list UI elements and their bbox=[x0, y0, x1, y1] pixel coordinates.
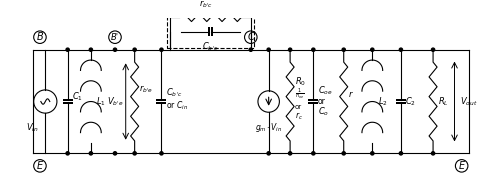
Text: B: B bbox=[37, 32, 43, 42]
Text: $C_o$: $C_o$ bbox=[318, 106, 329, 119]
Text: $r_c$: $r_c$ bbox=[294, 111, 302, 122]
Text: $V_{b'e}$: $V_{b'e}$ bbox=[107, 95, 123, 108]
Text: or $C_{in}$: or $C_{in}$ bbox=[166, 100, 188, 112]
Circle shape bbox=[399, 48, 403, 51]
Text: $C_{b'c}$: $C_{b'c}$ bbox=[166, 86, 182, 99]
Circle shape bbox=[342, 152, 345, 155]
Circle shape bbox=[113, 48, 116, 51]
Text: $V_{out}$: $V_{out}$ bbox=[460, 95, 477, 108]
Text: $C_1$: $C_1$ bbox=[72, 91, 83, 103]
Text: $C_2$: $C_2$ bbox=[405, 95, 416, 108]
Circle shape bbox=[89, 48, 92, 51]
Text: E: E bbox=[459, 161, 465, 171]
Circle shape bbox=[288, 48, 292, 51]
Circle shape bbox=[160, 48, 163, 51]
Text: $C_{oe}$: $C_{oe}$ bbox=[318, 85, 333, 97]
Circle shape bbox=[399, 152, 403, 155]
Text: $C_{b'c}$: $C_{b'c}$ bbox=[202, 41, 219, 53]
Text: E: E bbox=[37, 161, 43, 171]
Text: $L_2$: $L_2$ bbox=[377, 95, 388, 108]
Circle shape bbox=[312, 48, 315, 51]
Circle shape bbox=[267, 152, 270, 155]
Text: $V_{in}$: $V_{in}$ bbox=[26, 121, 39, 134]
Text: $g_m \cdot V_{in}$: $g_m \cdot V_{in}$ bbox=[255, 121, 282, 134]
Circle shape bbox=[371, 152, 374, 155]
Circle shape bbox=[66, 152, 69, 155]
Circle shape bbox=[133, 48, 136, 51]
Text: $\frac{1}{h_{oe}}$: $\frac{1}{h_{oe}}$ bbox=[294, 87, 304, 102]
Text: $R_L$: $R_L$ bbox=[437, 95, 448, 108]
Bar bbox=[167, 10, 255, 48]
Circle shape bbox=[133, 152, 136, 155]
Text: B': B' bbox=[111, 33, 119, 42]
Text: or: or bbox=[318, 97, 326, 106]
Circle shape bbox=[267, 48, 270, 51]
Circle shape bbox=[66, 48, 69, 51]
Circle shape bbox=[431, 152, 434, 155]
Circle shape bbox=[371, 48, 374, 51]
Circle shape bbox=[342, 48, 345, 51]
Circle shape bbox=[160, 152, 163, 155]
Text: C: C bbox=[247, 32, 254, 42]
Text: $r$: $r$ bbox=[348, 89, 354, 99]
Text: $L_1$: $L_1$ bbox=[96, 95, 106, 108]
Text: or: or bbox=[294, 104, 302, 110]
Text: $R_0$: $R_0$ bbox=[294, 76, 306, 88]
Text: $r_{b'c}$: $r_{b'c}$ bbox=[199, 0, 213, 10]
Circle shape bbox=[312, 152, 315, 155]
Text: $r_{b'e}$: $r_{b'e}$ bbox=[139, 83, 153, 95]
Circle shape bbox=[89, 152, 92, 155]
Circle shape bbox=[249, 48, 253, 51]
Circle shape bbox=[288, 152, 292, 155]
Circle shape bbox=[113, 152, 116, 155]
Circle shape bbox=[431, 48, 434, 51]
